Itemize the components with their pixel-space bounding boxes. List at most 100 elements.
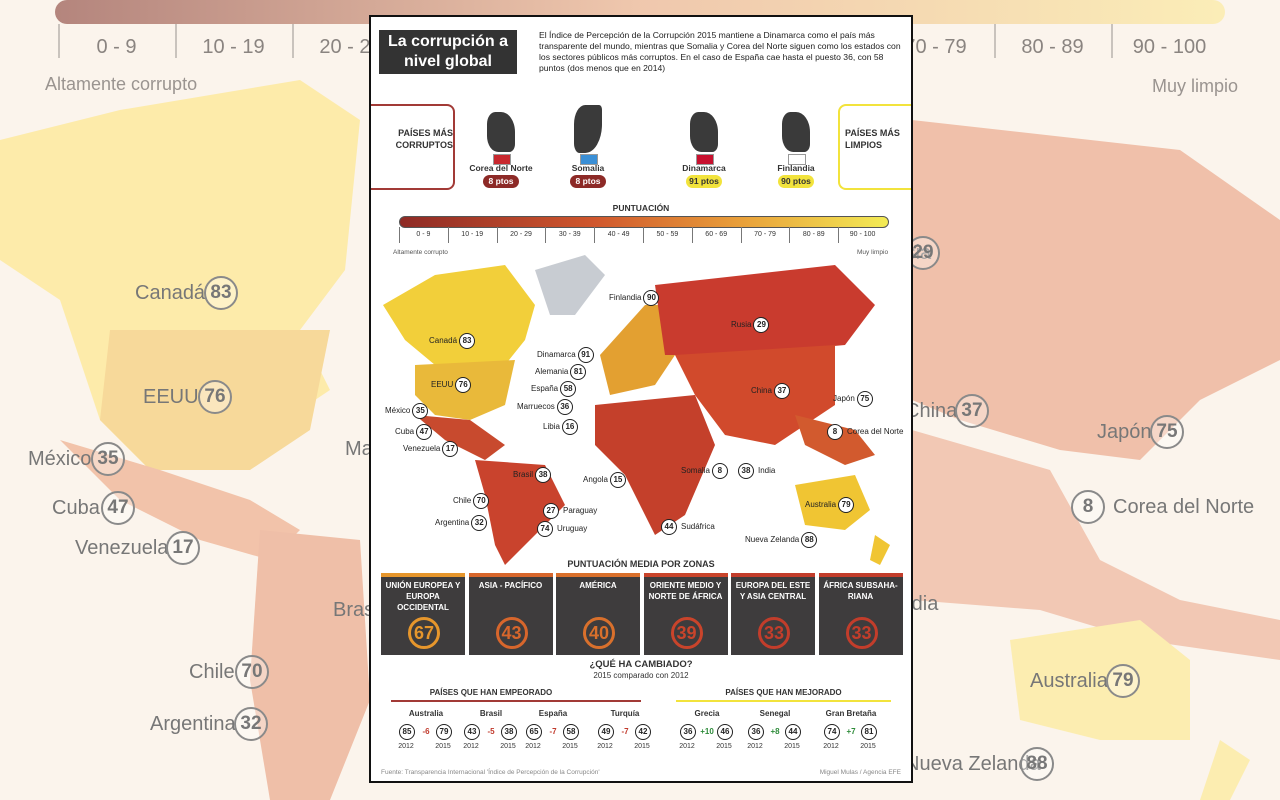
change-country: España — [538, 709, 568, 718]
zone-name: AMÉRICA — [579, 581, 617, 590]
map-score: 15 — [609, 472, 626, 488]
country-score: 76 — [198, 380, 232, 414]
intro: El Índice de Percepción de la Corrupción… — [539, 30, 901, 73]
score-2015: 58 — [563, 724, 579, 740]
country-score: 79 — [1106, 664, 1140, 698]
map-score: 75 — [856, 391, 873, 407]
score-2012: 36 — [680, 724, 696, 740]
score-2015: 42 — [635, 724, 651, 740]
flag — [493, 154, 511, 165]
country-score: 91 ptos — [686, 175, 722, 188]
country-score: 75 — [1150, 415, 1184, 449]
map-label: Marruecos — [517, 402, 555, 411]
scale-separator — [838, 227, 840, 243]
map-score: 44 — [661, 519, 677, 535]
map-score: 37 — [773, 383, 790, 399]
map-score: 90 — [643, 290, 660, 306]
map-score: 8 — [827, 424, 843, 440]
scale-separator — [594, 227, 596, 243]
country-name: Argentina — [150, 713, 236, 735]
map-score: 32 — [471, 515, 488, 531]
scale-label: 90 - 100 — [1132, 36, 1207, 58]
africa — [595, 395, 715, 535]
map-score: 83 — [459, 333, 476, 349]
country-score: 37 — [955, 394, 989, 428]
map-label: China — [751, 386, 772, 395]
scale-label: 70 - 79 — [904, 36, 967, 58]
change: -7 — [621, 727, 629, 736]
scale-label-low: Altamente corrupto — [393, 249, 448, 256]
map-label: Nueva Zelanda — [745, 535, 800, 544]
flag — [580, 154, 598, 165]
scale-label-high: Muy limpio — [1152, 76, 1239, 96]
scale-bar — [55, 0, 1225, 24]
year-2012: 2012 — [398, 743, 414, 750]
scale-label: 40 - 49 — [607, 231, 630, 238]
australia — [1010, 620, 1190, 740]
map-score: 36 — [556, 399, 573, 415]
change: +7 — [846, 727, 856, 736]
scale-separator — [1111, 24, 1113, 58]
year-2015: 2015 — [435, 743, 451, 750]
scale-label: 70 - 79 — [754, 231, 776, 238]
change-country: Gran Bretaña — [825, 709, 877, 718]
map-score: 58 — [560, 381, 577, 397]
clean-label: PAÍSES MÁS LIMPIOS — [845, 128, 900, 150]
map-score: 27 — [543, 503, 559, 519]
title-box — [379, 30, 517, 74]
map-label: Alemania — [535, 367, 569, 376]
south-america — [475, 460, 565, 565]
scale-separator — [175, 24, 177, 58]
scale-separator — [399, 227, 400, 243]
asia — [912, 120, 1280, 460]
map-score: 74 — [537, 521, 553, 537]
zones-title: PUNTUACIÓN MEDIA POR ZONAS — [567, 559, 715, 569]
map-score: 38 — [535, 467, 552, 483]
change-country: Turquía — [610, 709, 640, 718]
scale-label: 0 - 9 — [416, 231, 431, 238]
zone-score: 67 — [408, 617, 440, 649]
south-america — [250, 530, 370, 800]
change: -7 — [549, 727, 557, 736]
improved-title: PAÍSES QUE HAN MEJORADO — [725, 688, 842, 697]
score-2015: 79 — [436, 724, 452, 740]
country-name: Dinamarca — [682, 163, 726, 173]
country-name: México — [28, 448, 92, 470]
change: -6 — [422, 727, 430, 736]
score-2012: 65 — [526, 724, 542, 740]
scale-label-high: Muy limpio — [857, 249, 889, 256]
map-label: Paraguay — [563, 506, 598, 515]
scale-title: PUNTUACIÓN — [612, 203, 670, 213]
score-2012: 49 — [598, 724, 614, 740]
year-2012: 2012 — [747, 743, 763, 750]
map-score: 79 — [838, 497, 855, 513]
score-2015: 38 — [501, 724, 517, 740]
year-2015: 2015 — [562, 743, 578, 750]
scale-label: 50 - 59 — [656, 231, 679, 238]
worsened-rule — [391, 700, 641, 702]
change: +8 — [770, 727, 780, 736]
map-score: 29 — [753, 317, 770, 333]
year-2012: 2012 — [525, 743, 541, 750]
map-label: México — [385, 406, 411, 415]
year-2015: 2015 — [500, 743, 516, 750]
map-label: Dinamarca — [537, 350, 576, 359]
year-2015: 2015 — [860, 743, 876, 750]
country-score: 32 — [234, 707, 268, 741]
map-label: Canadá — [429, 336, 458, 345]
country-name: Nueva Zelanda — [905, 753, 1041, 775]
country-score: 70 — [235, 655, 269, 689]
clean-box — [838, 104, 911, 190]
year-2012: 2012 — [823, 743, 839, 750]
map-label: Somalia — [681, 466, 710, 475]
score-2015: 44 — [785, 724, 801, 740]
title: La corrupción a nivel global — [387, 33, 509, 70]
greenland — [535, 255, 605, 315]
country-score: 35 — [91, 442, 125, 476]
scale-separator — [643, 227, 644, 243]
zone-score: 39 — [670, 617, 703, 649]
map-label: Venezuela — [403, 444, 441, 453]
changes-title: ¿QUÉ HA CAMBIADO? — [589, 659, 693, 670]
improved-rule — [676, 700, 891, 702]
